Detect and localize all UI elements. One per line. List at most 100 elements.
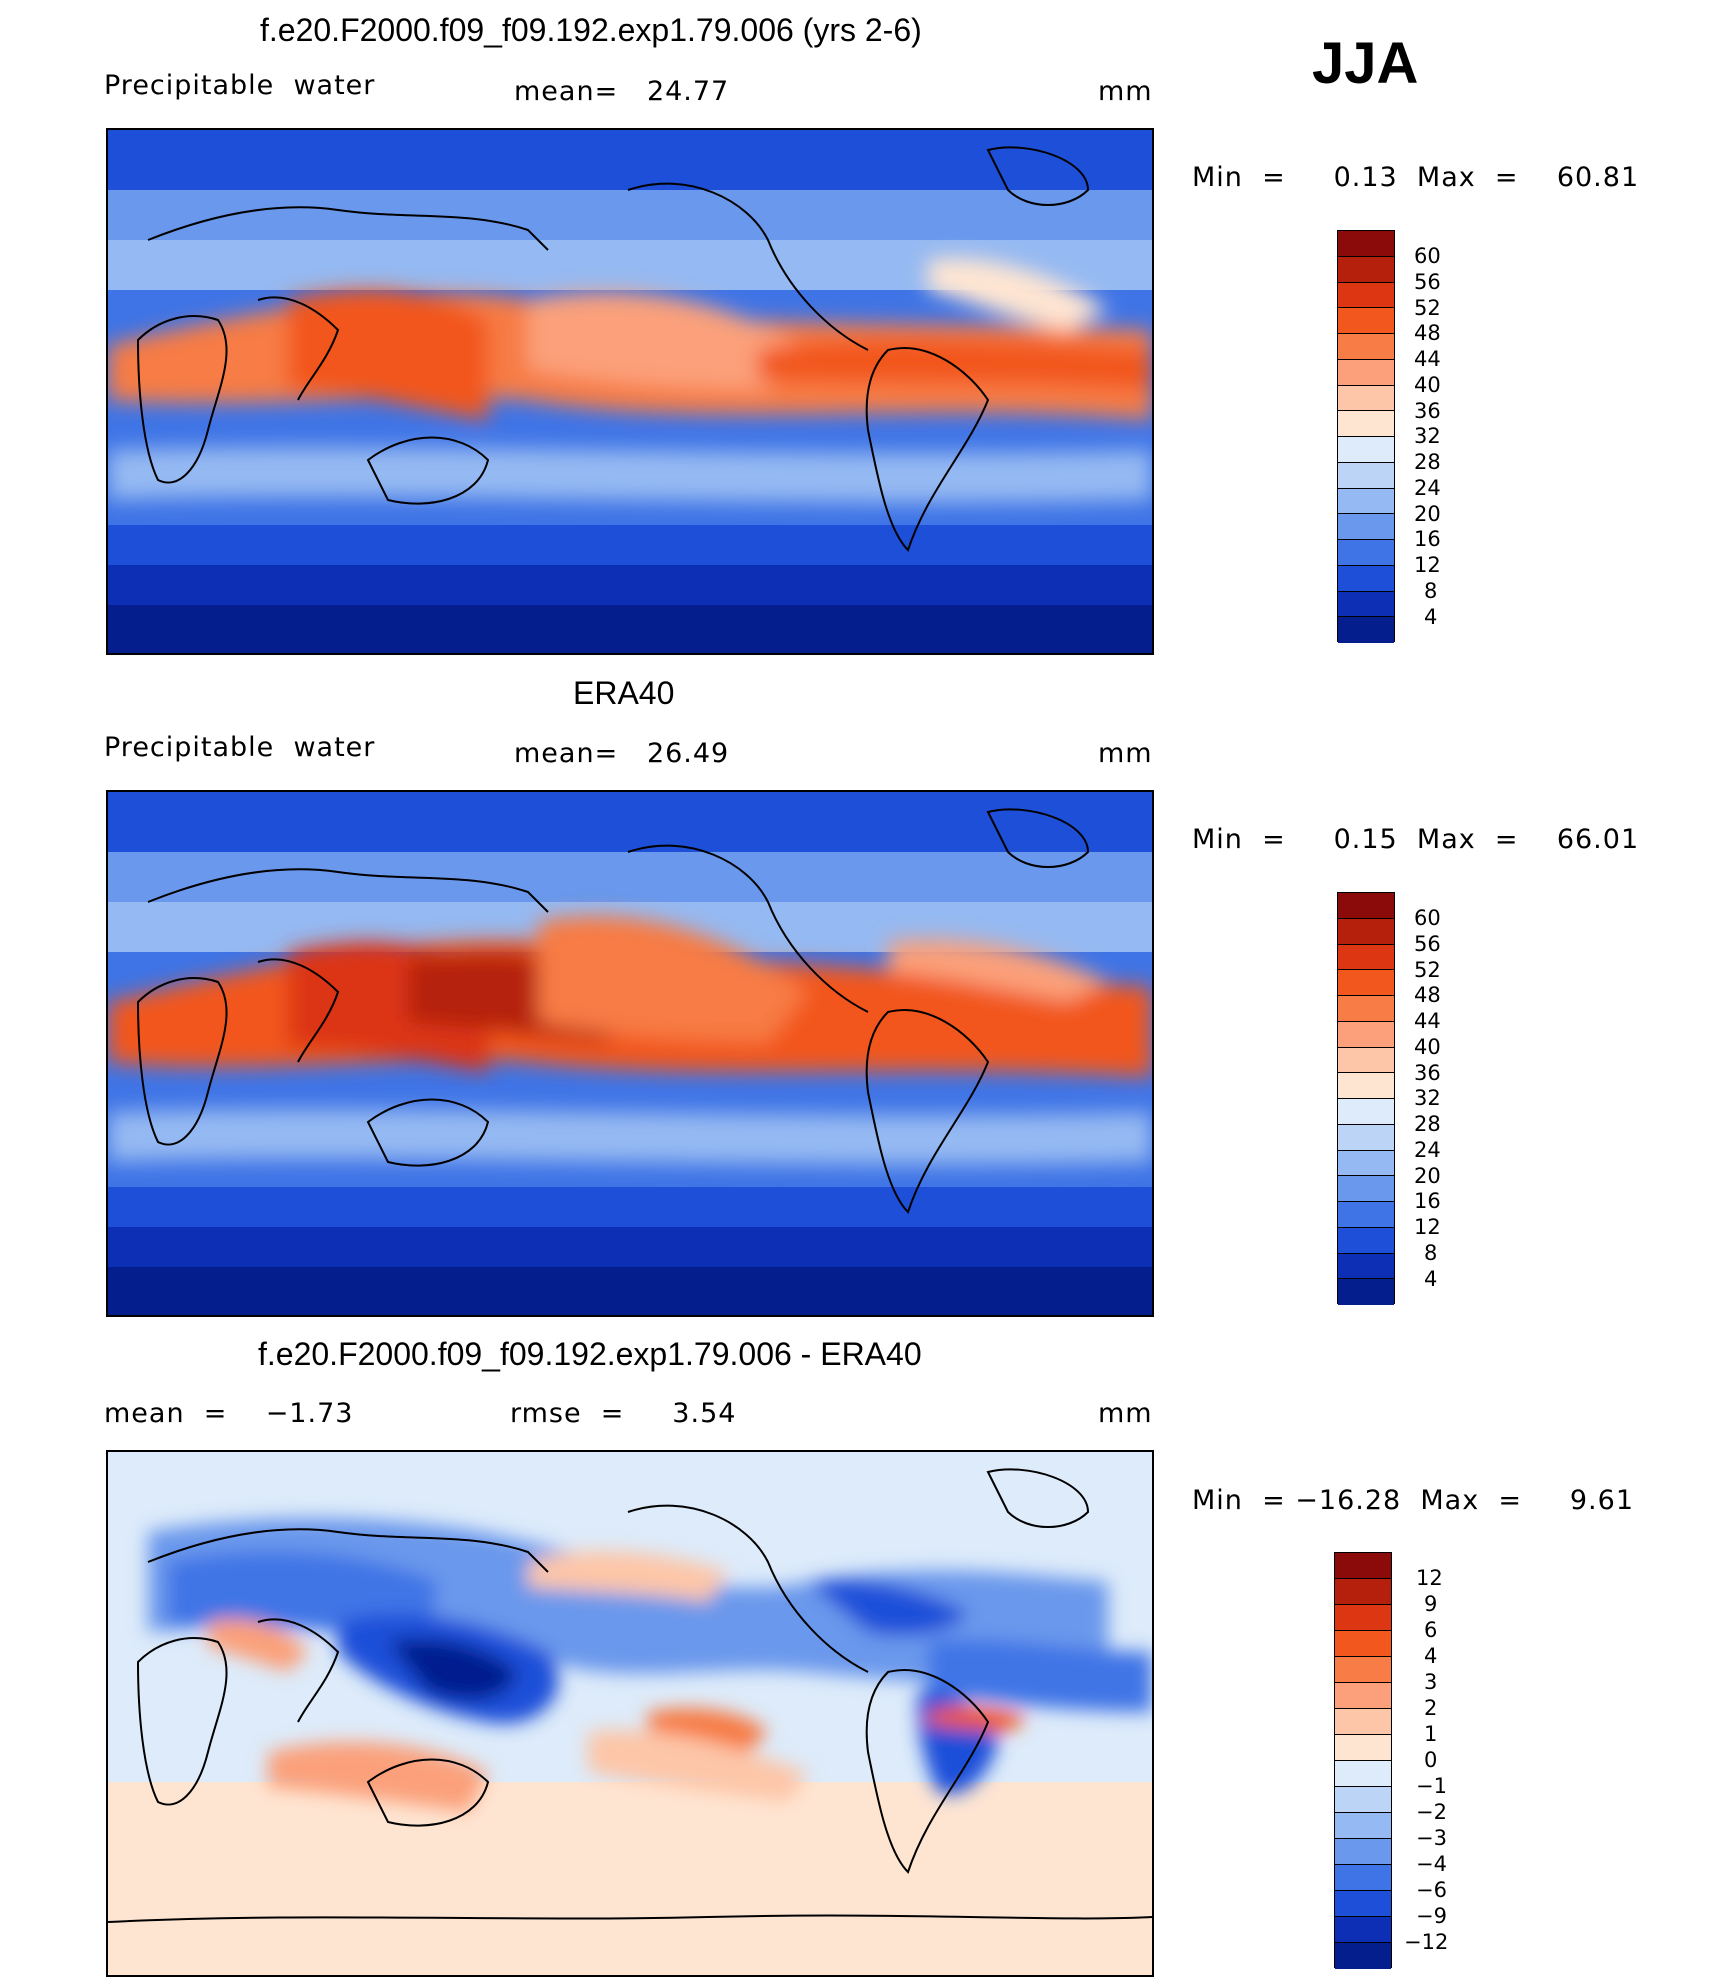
panel1-colorbar-bin <box>1338 231 1394 257</box>
panel1-colorbar-bin <box>1338 514 1394 540</box>
panel1-tick: 44 <box>1414 347 1441 371</box>
panel1-tick: 60 <box>1414 244 1441 268</box>
panel2-map <box>106 790 1154 1317</box>
panel3-colorbar-bin <box>1335 1891 1391 1917</box>
panel3-colorbar-bin <box>1335 1943 1391 1969</box>
panel3-tick: 6 <box>1424 1618 1438 1642</box>
panel3-tick: −3 <box>1416 1826 1447 1850</box>
panel3-tick: −9 <box>1416 1904 1447 1928</box>
panel2-colorbar-bin <box>1338 1253 1394 1280</box>
panel1-colorbar-bin <box>1338 437 1394 463</box>
panel2-colorbar-bin <box>1338 1021 1394 1048</box>
panel2-colorbar-bin <box>1338 918 1394 945</box>
panel2-variable-label: Precipitable water <box>104 732 376 763</box>
panel1-tick: 36 <box>1414 399 1441 423</box>
panel2-colorbar-bin <box>1338 1047 1394 1074</box>
panel2-colorbar-bin <box>1338 970 1394 996</box>
panel2-tick: 52 <box>1414 958 1441 982</box>
panel2-tick: 36 <box>1414 1061 1441 1085</box>
panel2-colorbar <box>1337 892 1395 1305</box>
panel1-minmax: Min = 0.13 Max = 60.81 <box>1192 162 1640 193</box>
panel3-tick: 9 <box>1424 1592 1438 1616</box>
panel1-tick: 52 <box>1414 296 1441 320</box>
panel1-tick: 24 <box>1414 476 1441 500</box>
panel2-tick: 24 <box>1414 1138 1441 1162</box>
panel2-tick: 12 <box>1414 1215 1441 1239</box>
panel2-colorbar-bin <box>1338 1150 1394 1177</box>
panel3-colorbar-bin <box>1335 1579 1391 1605</box>
panel3-colorbar-bin <box>1335 1605 1391 1631</box>
panel1-tick: 28 <box>1414 450 1441 474</box>
panel3-unit-label: mm <box>1098 1398 1153 1429</box>
panel3-tick: 12 <box>1416 1566 1443 1590</box>
panel3-colorbar-bin <box>1335 1917 1391 1943</box>
panel2-colorbar-bin <box>1338 1099 1394 1125</box>
panel1-variable-label: Precipitable water <box>104 70 376 101</box>
panel1-colorbar-bin <box>1338 385 1394 412</box>
panel1-unit-label: mm <box>1098 76 1153 107</box>
panel2-unit-label: mm <box>1098 738 1153 769</box>
panel1-coastlines <box>136 146 1090 552</box>
panel1-colorbar-bin <box>1338 591 1394 618</box>
panel2-tick: 32 <box>1414 1086 1441 1110</box>
panel1-colorbar-bin <box>1338 308 1394 334</box>
panel2-colorbar-bin <box>1338 996 1394 1022</box>
panel2-minmax: Min = 0.15 Max = 66.01 <box>1192 824 1640 855</box>
panel3-minmax: Min = −16.28 Max = 9.61 <box>1192 1485 1635 1516</box>
panel2-tick: 8 <box>1424 1241 1438 1265</box>
panel3-colorbar-bin <box>1335 1813 1391 1839</box>
panel3-colorbar-bin <box>1335 1553 1391 1579</box>
panel3-tick: 4 <box>1424 1644 1438 1668</box>
panel1-colorbar-bin <box>1338 256 1394 283</box>
panel1-tick: 40 <box>1414 373 1441 397</box>
panel2-tick: 4 <box>1424 1267 1438 1291</box>
panel1-tick: 16 <box>1414 527 1441 551</box>
panel2-tick: 44 <box>1414 1009 1441 1033</box>
panel3-tick: 2 <box>1424 1696 1438 1720</box>
panel2-map-svg <box>108 792 1152 1315</box>
panel3-map-svg <box>108 1452 1152 1975</box>
panel2-coastlines <box>136 808 1090 1214</box>
panel2-colorbar-bin <box>1338 944 1394 971</box>
panel1-mean-label: mean= 24.77 <box>514 76 730 107</box>
panel2-colorbar-bin <box>1338 1176 1394 1202</box>
panel3-title: f.e20.F2000.f09_f09.192.exp1.79.006 - ER… <box>258 1336 922 1372</box>
panel3-tick: −12 <box>1404 1930 1449 1954</box>
panel3-tick: 1 <box>1424 1722 1438 1746</box>
panel3-tick: −4 <box>1416 1852 1447 1876</box>
panel2-tick: 48 <box>1414 983 1441 1007</box>
panel1-map <box>106 128 1154 655</box>
panel2-colorbar-bin <box>1338 1202 1394 1228</box>
panel2-tick: 20 <box>1414 1164 1441 1188</box>
panel3-tick: −2 <box>1416 1800 1447 1824</box>
panel2-tick: 16 <box>1414 1189 1441 1213</box>
panel3-tick: −6 <box>1416 1878 1447 1902</box>
panel3-tick: 3 <box>1424 1670 1438 1694</box>
panel1-title: f.e20.F2000.f09_f09.192.exp1.79.006 (yrs… <box>260 12 922 48</box>
panel3-colorbar-bin <box>1335 1631 1391 1657</box>
panel3-colorbar <box>1334 1552 1392 1969</box>
panel3-mean-label: mean = −1.73 <box>104 1398 354 1429</box>
panel2-tick: 28 <box>1414 1112 1441 1136</box>
panel2-tick: 40 <box>1414 1035 1441 1059</box>
panel2-tick: 60 <box>1414 906 1441 930</box>
panel1-colorbar-bin <box>1338 359 1394 386</box>
panel1-tick: 12 <box>1414 553 1441 577</box>
panel3-colorbar-bin <box>1335 1709 1391 1735</box>
panel3-colorbar-bin <box>1335 1787 1391 1813</box>
panel1-map-svg <box>108 130 1152 653</box>
panel2-tick: 56 <box>1414 932 1441 956</box>
panel2-colorbar-bin <box>1338 1227 1394 1254</box>
panel3-rmse-label: rmse = 3.54 <box>510 1398 737 1429</box>
panel3-colorbar-bin <box>1335 1865 1391 1891</box>
panel3-colorbar-bin <box>1335 1657 1391 1683</box>
panel2-title: ERA40 <box>573 675 675 711</box>
panel3-colorbar-bin <box>1335 1839 1391 1865</box>
panel3-tick: 0 <box>1424 1748 1438 1772</box>
panel1-colorbar-bin <box>1338 462 1394 489</box>
panel1-colorbar-bin <box>1338 282 1394 309</box>
panel3-tick: −1 <box>1416 1774 1447 1798</box>
season-label: JJA <box>1312 31 1419 96</box>
panel1-tick: 56 <box>1414 270 1441 294</box>
panel1-tick: 20 <box>1414 502 1441 526</box>
